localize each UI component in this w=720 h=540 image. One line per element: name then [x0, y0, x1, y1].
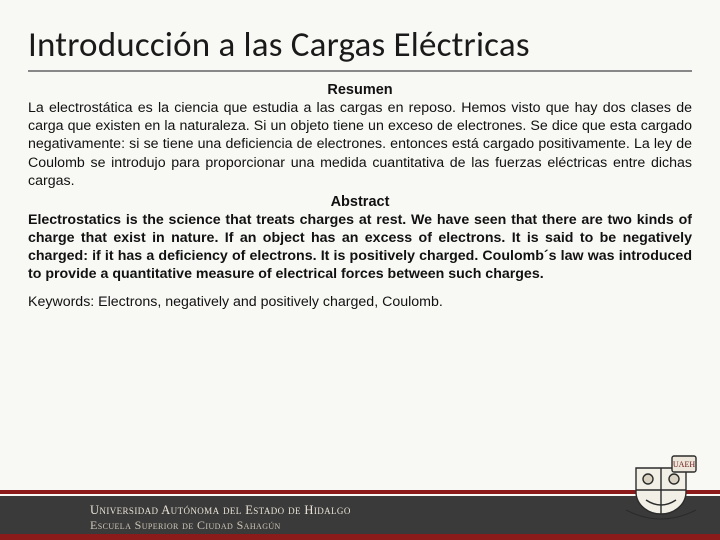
svg-text:UAEH: UAEH: [673, 460, 695, 469]
keywords-line: Keywords: Electrons, negatively and posi…: [28, 294, 692, 310]
footer: Universidad Autónoma del Estado de Hidal…: [0, 478, 720, 540]
slide-title: Introducción a las Cargas Eléctricas: [0, 0, 720, 70]
footer-red-stripe-bottom: [0, 534, 720, 540]
university-name: Universidad Autónoma del Estado de Hidal…: [90, 503, 351, 518]
university-text: Universidad Autónoma del Estado de Hidal…: [90, 503, 351, 533]
content-area: Resumen La electrostática es la ciencia …: [0, 78, 720, 310]
footer-red-stripe-top: [0, 490, 720, 494]
title-underline: [28, 70, 692, 72]
resumen-heading: Resumen: [28, 82, 692, 98]
slide: Introducción a las Cargas Eléctricas Res…: [0, 0, 720, 540]
abstract-heading: Abstract: [28, 194, 692, 210]
crest-icon: UAEH: [616, 450, 706, 530]
abstract-paragraph: Electrostatics is the science that treat…: [28, 211, 692, 284]
university-crest-logo: UAEH: [616, 450, 706, 530]
school-name: Escuela Superior de Ciudad Sahagún: [90, 518, 351, 533]
resumen-paragraph: La electrostática es la ciencia que estu…: [28, 99, 692, 190]
